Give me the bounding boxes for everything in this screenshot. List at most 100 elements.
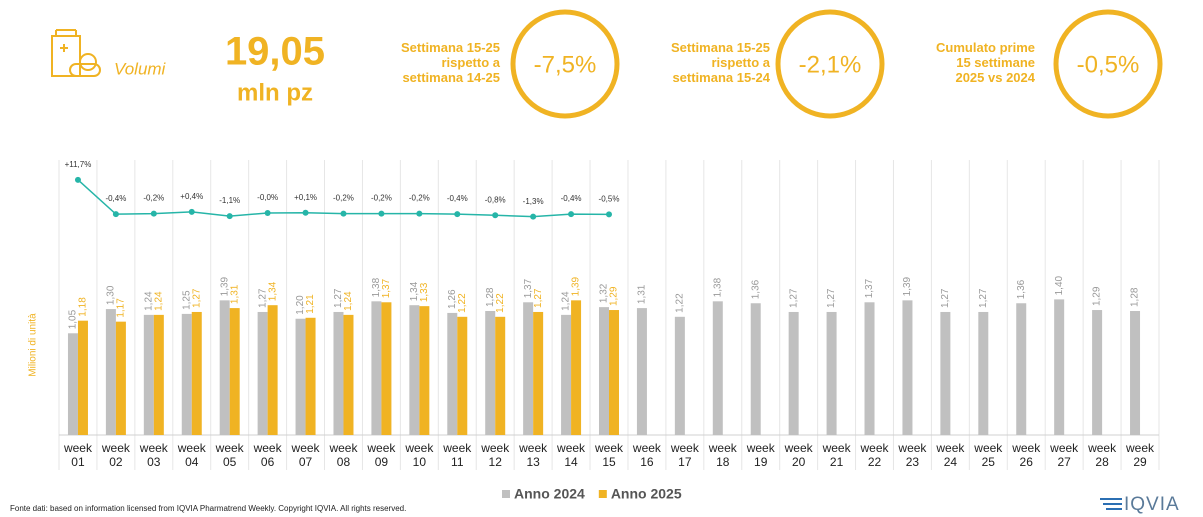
value-label: 1,39 (219, 276, 230, 296)
kpi-value: -2,1% (799, 51, 862, 78)
value-label: 1,27 (826, 288, 837, 308)
bar (333, 311, 344, 435)
trend-point (112, 211, 119, 218)
bar (978, 311, 989, 435)
total-value: 19,05 (225, 30, 325, 74)
kpi-label-line: 15 settimane (956, 55, 1035, 70)
value-label: 1,27 (940, 288, 951, 308)
value-label: 1,26 (447, 289, 458, 309)
bar (381, 302, 392, 435)
x-tick-label: week 05 (215, 441, 244, 469)
trend-point (530, 213, 537, 220)
x-tick-label: week 08 (329, 441, 358, 469)
bar (571, 300, 582, 435)
trend-label: -0,2% (143, 194, 164, 203)
x-tick-label: week 11 (443, 441, 472, 469)
x-tick-label: week 24 (936, 441, 965, 469)
value-label: 1,27 (333, 288, 344, 308)
bar (153, 314, 164, 435)
value-label: 1,37 (523, 278, 534, 298)
value-label: 1,29 (609, 286, 620, 306)
value-label: 1,28 (485, 287, 496, 307)
value-label: 1,38 (371, 277, 382, 297)
x-tick-label: week 27 (1050, 441, 1079, 469)
trend-label: +11,7% (65, 160, 92, 169)
bar (181, 313, 192, 435)
x-tick-label: week 13 (519, 441, 548, 469)
kpi-circle (510, 9, 620, 119)
bar (257, 311, 268, 435)
icon-label: Volumi (114, 59, 167, 78)
x-tick-label: week 07 (291, 441, 320, 469)
bar (105, 309, 116, 435)
value-label: 1,34 (267, 281, 278, 301)
x-tick-label: week 21 (822, 441, 851, 469)
bar (409, 305, 420, 435)
trend-label: +0,4% (180, 192, 203, 201)
x-tick-label: week 29 (1126, 441, 1155, 469)
kpi-circle (775, 9, 885, 119)
bar (902, 300, 913, 435)
value-label: 1,31 (637, 284, 648, 304)
kpi-label-line: Settimana 15-25 (671, 40, 770, 55)
bar (788, 311, 799, 435)
value-label: 1,33 (419, 282, 430, 302)
value-label: 1,18 (78, 297, 89, 317)
bar (267, 305, 278, 435)
total-unit: mln pz (237, 79, 313, 106)
trend-point (302, 209, 309, 216)
trend-point (150, 210, 157, 217)
bar (1054, 299, 1065, 435)
trend-point (606, 211, 612, 218)
bar (143, 314, 154, 435)
kpi-value: -7,5% (534, 51, 597, 78)
bar (636, 308, 647, 435)
x-tick-label: week 16 (632, 441, 661, 469)
bar (229, 308, 240, 435)
bar (1016, 303, 1027, 435)
x-tick-label: week 20 (784, 441, 813, 469)
x-tick-label: week 15 (594, 441, 623, 469)
x-tick-label: week 01 (63, 441, 92, 469)
trend-label: -0,2% (371, 194, 392, 203)
bar (115, 321, 126, 435)
value-label: 1,25 (181, 290, 192, 310)
value-label: 1,39 (571, 276, 582, 296)
value-label: 1,22 (675, 293, 686, 313)
bar (674, 316, 685, 435)
trend-point (416, 210, 423, 217)
value-label: 1,27 (788, 288, 799, 308)
trend-label: -0,8% (485, 195, 506, 204)
x-tick-label: week 12 (481, 441, 510, 469)
kpi-label-line: settimana 15-24 (672, 70, 770, 85)
source-note: Fonte dati: based on information license… (10, 504, 406, 513)
logo: IQVIA (1124, 494, 1180, 515)
x-tick-label: week 17 (670, 441, 699, 469)
kpi-circle (1053, 9, 1163, 119)
x-tick-label: week 02 (101, 441, 130, 469)
value-label: 1,05 (68, 309, 79, 329)
trend-point (226, 213, 233, 220)
bar (750, 303, 761, 435)
bar (295, 318, 306, 435)
x-tick-label: week 22 (860, 441, 889, 469)
trend-point (492, 212, 499, 219)
value-label: 1,28 (1130, 287, 1141, 307)
bar (712, 301, 723, 435)
value-label: 1,37 (381, 278, 392, 298)
value-label: 1,40 (1054, 275, 1065, 295)
value-label: 1,32 (599, 283, 610, 303)
value-label: 1,27 (978, 288, 989, 308)
bar (77, 320, 88, 435)
x-tick-label: week 26 (1012, 441, 1041, 469)
value-label: 1,27 (257, 288, 268, 308)
x-tick-label: week 19 (746, 441, 775, 469)
trend-label: -0,4% (447, 194, 468, 203)
x-tick-label: week 23 (898, 441, 927, 469)
trend-label: -0,2% (409, 194, 430, 203)
value-label: 1,29 (1092, 286, 1103, 306)
value-label: 1,37 (864, 278, 875, 298)
kpi-label-line: Settimana 15-25 (401, 40, 500, 55)
